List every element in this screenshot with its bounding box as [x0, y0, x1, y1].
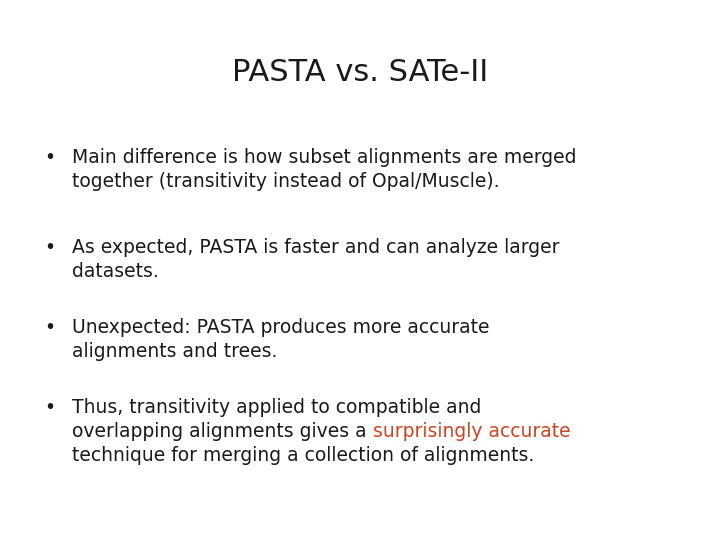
Text: •: •: [44, 238, 55, 257]
Text: Main difference is how subset alignments are merged: Main difference is how subset alignments…: [72, 148, 577, 167]
Text: •: •: [44, 318, 55, 337]
Text: Thus, transitivity applied to compatible and: Thus, transitivity applied to compatible…: [72, 398, 482, 417]
Text: overlapping alignments gives a: overlapping alignments gives a: [72, 422, 373, 441]
Text: •: •: [44, 148, 55, 167]
Text: together (transitivity instead of Opal/Muscle).: together (transitivity instead of Opal/M…: [72, 172, 500, 191]
Text: PASTA vs. SATe-II: PASTA vs. SATe-II: [232, 58, 488, 87]
Text: surprisingly accurate: surprisingly accurate: [373, 422, 570, 441]
Text: As expected, PASTA is faster and can analyze larger: As expected, PASTA is faster and can ana…: [72, 238, 559, 257]
Text: Unexpected: PASTA produces more accurate: Unexpected: PASTA produces more accurate: [72, 318, 490, 337]
Text: alignments and trees.: alignments and trees.: [72, 342, 277, 361]
Text: datasets.: datasets.: [72, 262, 158, 281]
Text: technique for merging a collection of alignments.: technique for merging a collection of al…: [72, 446, 534, 465]
Text: •: •: [44, 398, 55, 417]
